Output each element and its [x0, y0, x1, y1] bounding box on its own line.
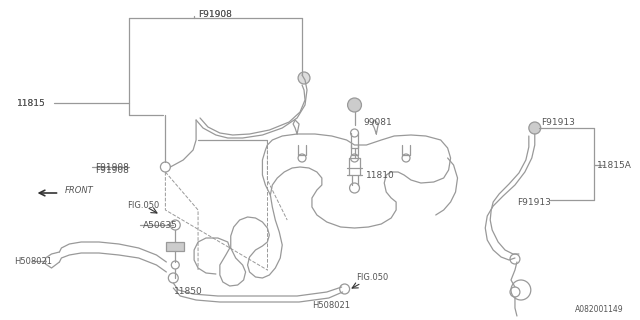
- Bar: [166, 242, 184, 251]
- Circle shape: [529, 122, 541, 134]
- Text: FIG.050: FIG.050: [356, 274, 388, 283]
- Circle shape: [298, 72, 310, 84]
- Text: 11815: 11815: [17, 99, 45, 108]
- Text: 11815: 11815: [17, 99, 45, 108]
- Text: 11850: 11850: [174, 287, 203, 297]
- Text: F91908: F91908: [95, 165, 129, 174]
- Text: 11810: 11810: [367, 171, 395, 180]
- Text: A50635: A50635: [143, 220, 177, 229]
- Circle shape: [348, 98, 362, 112]
- Text: 99081: 99081: [364, 117, 392, 126]
- Text: H508021: H508021: [312, 300, 350, 309]
- Text: 11815A: 11815A: [597, 161, 632, 170]
- Text: F91908: F91908: [198, 10, 232, 19]
- Text: F91913: F91913: [541, 117, 575, 126]
- Text: FRONT: FRONT: [65, 186, 93, 195]
- Text: H508021: H508021: [14, 258, 52, 267]
- Text: FIG.050: FIG.050: [127, 201, 159, 210]
- Text: F91908: F91908: [95, 163, 129, 172]
- Text: F91908: F91908: [198, 10, 232, 19]
- Text: A082001149: A082001149: [575, 305, 624, 314]
- Text: F91913: F91913: [517, 197, 551, 206]
